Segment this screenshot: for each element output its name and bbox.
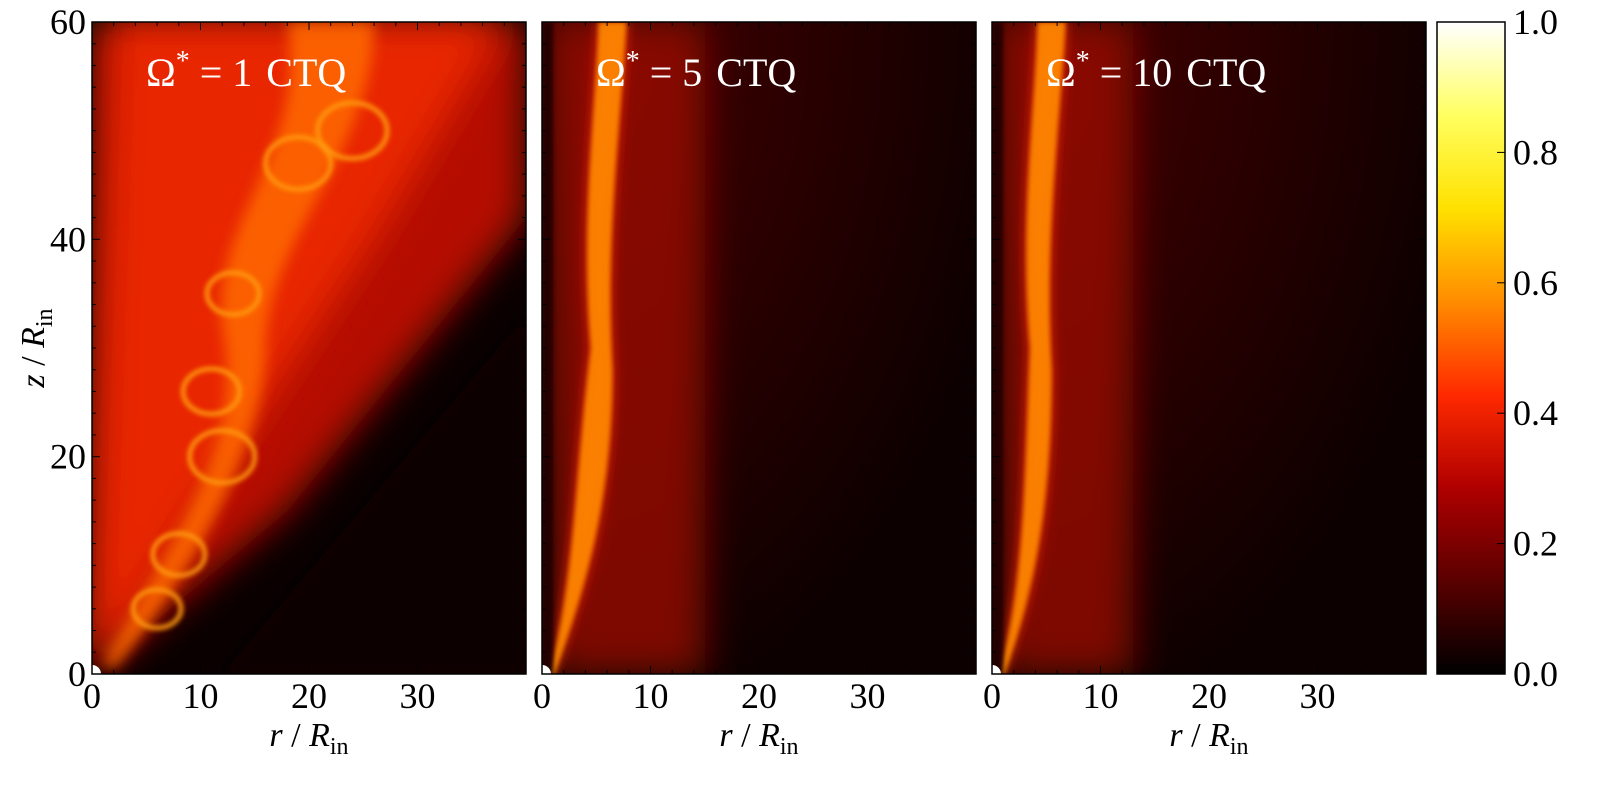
x-tick-label: 20 [291, 676, 327, 716]
bright-plume [102, 22, 375, 669]
colorbar-tick-label: 0.4 [1513, 393, 1558, 433]
colorbar-tick-label: 0.8 [1513, 132, 1558, 172]
axis-dark-strip [992, 22, 1003, 674]
y-tick-label: 20 [50, 437, 86, 477]
x-tick-label: 0 [983, 676, 1001, 716]
panel-omega-10: Ω* = 10 CTQ [991, 21, 1427, 675]
x-tick-label: 10 [1083, 676, 1119, 716]
jet-layer [992, 22, 1134, 674]
colorbar-tick-label: 1.0 [1513, 2, 1558, 42]
y-tick-label: 0 [68, 654, 86, 694]
axis-dark-strip [542, 22, 553, 674]
vortex-curl [263, 134, 334, 192]
vortex-curl [315, 100, 390, 161]
jet-core [998, 22, 1066, 674]
x-tick-label: 10 [183, 676, 219, 716]
jet-layer [542, 22, 705, 674]
y-axis-label: z / Rin [15, 308, 58, 388]
jet-core [548, 22, 627, 674]
vortex-curl [187, 428, 258, 486]
panel-title: Ω* = 5 CTQ [596, 46, 796, 95]
vortex-curl [180, 366, 243, 417]
colorbar-tick-label: 0.2 [1513, 524, 1558, 564]
tick-labels: 0 10 20 30 0 10 20 30 0 10 20 30 0 20 40 60 [50, 2, 1336, 716]
panel-title: Ω* = 10 CTQ [1046, 46, 1266, 95]
panel-omega-5: Ω* = 5 CTQ [541, 21, 977, 675]
x-tick-label: 30 [400, 676, 436, 716]
y-tick-label: 60 [50, 2, 86, 42]
x-tick-label: 0 [83, 676, 101, 716]
x-axis-label: r / Rin [1169, 717, 1248, 760]
colorbar-tick-label: 0.6 [1513, 263, 1558, 303]
tick-marks [991, 21, 1427, 675]
y-tick-label: 40 [50, 219, 86, 259]
inner-boundary-marker [92, 665, 101, 674]
tick-marks [541, 21, 977, 675]
x-axis-label: r / Rin [719, 717, 798, 760]
panel-omega-1: Ω* = 1 CTQ [91, 21, 527, 675]
x-tick-label: 30 [850, 676, 886, 716]
ambient-dark-region [222, 315, 526, 674]
x-axis-label: r / Rin [269, 717, 348, 760]
inner-boundary-marker [992, 665, 1001, 674]
colorbar: 0.0 0.2 0.4 0.6 0.8 1.0 [1436, 2, 1558, 694]
colorbar-gradient [1436, 21, 1506, 675]
x-tick-label: 10 [633, 676, 669, 716]
x-tick-label: 30 [1300, 676, 1336, 716]
vortex-curl [150, 531, 208, 578]
jet-layer [92, 22, 526, 674]
x-tick-label: 0 [533, 676, 551, 716]
vortex-curl [130, 587, 184, 631]
tick-marks [91, 21, 527, 675]
x-tick-label: 20 [741, 676, 777, 716]
colorbar-ticks: 0.0 0.2 0.4 0.6 0.8 1.0 [1497, 2, 1558, 694]
vortex-curl [204, 270, 262, 318]
x-tick-label: 20 [1191, 676, 1227, 716]
colorbar-tick-label: 0.0 [1513, 654, 1558, 694]
panel-title: Ω* = 1 CTQ [146, 46, 346, 95]
inner-boundary-marker [542, 665, 551, 674]
